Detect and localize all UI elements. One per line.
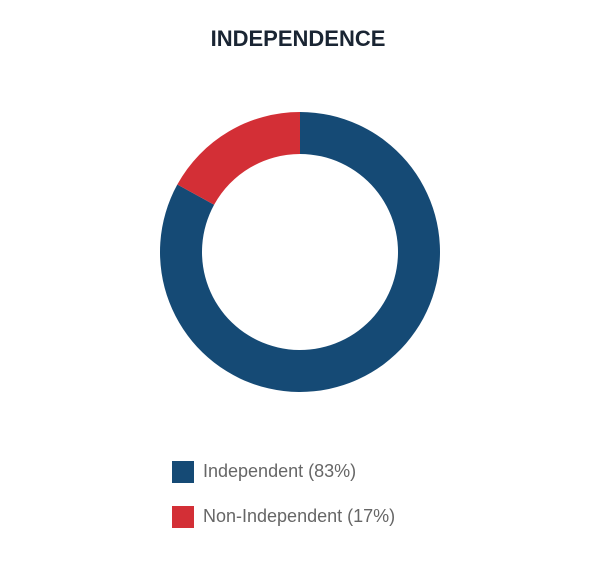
slice [177,112,300,205]
legend-label: Independent (83%) [203,461,356,481]
legend-label: Non-Independent (17%) [203,506,395,526]
legend-swatch [172,506,194,528]
legend-swatch [172,461,194,483]
slice [159,112,440,392]
chart-title: INDEPENDENCE [211,26,386,51]
